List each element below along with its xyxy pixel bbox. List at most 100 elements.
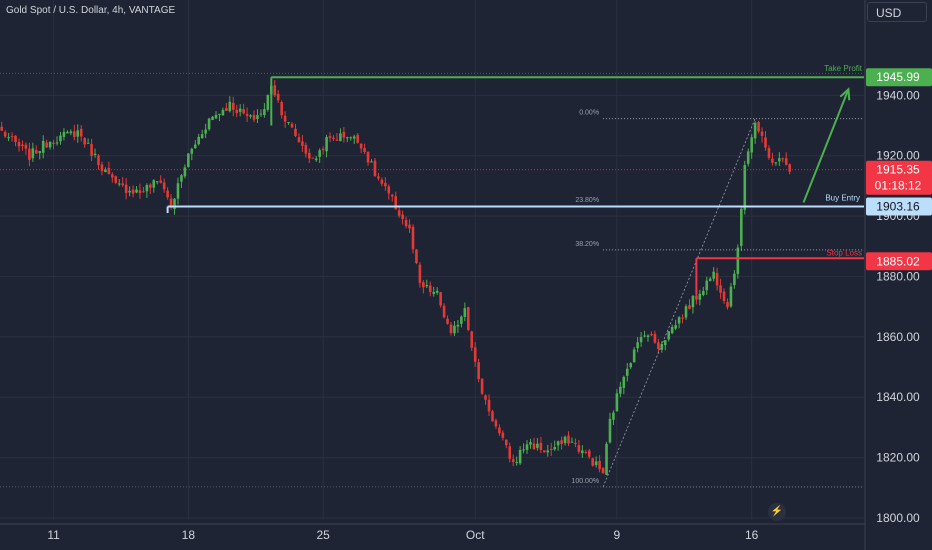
stop-loss-badge-label: 1885.02 [876,254,920,268]
candle-body [83,138,86,145]
candle-body [34,150,38,154]
candle-body [17,141,21,147]
candle-body [670,326,674,334]
candle-body [342,131,346,138]
x-tick-label: Oct [466,528,485,542]
stop-loss-badge [866,252,932,271]
candle-body [760,131,764,136]
candle-body [584,451,588,453]
candle-body [287,122,290,124]
candle-body [252,115,256,120]
target-arrow-shaft [802,88,850,203]
x-tick-label: 9 [614,528,621,542]
candle-body [183,167,187,177]
currency-button[interactable]: USD [867,2,927,22]
y-tick-label: 1860.00 [876,330,920,344]
candle-body [332,137,335,140]
stop-loss-label: Stop Loss [826,248,862,257]
candle-body [515,462,518,464]
candle-body [370,161,373,163]
candle-body [546,450,550,453]
candle-body [622,376,626,388]
candle-body [719,285,722,293]
candle-body [180,175,183,182]
candle-body [428,285,432,293]
candle-body [439,292,442,306]
take-profit-label: Take Profit [824,64,863,73]
candle-body [667,331,671,340]
candle-body [321,148,325,151]
candle-body [743,165,747,210]
y-tick-label: 1880.00 [876,269,920,283]
candle-body [587,450,591,457]
candle-body [104,169,107,173]
candle-body [494,420,498,427]
candle-body [688,305,691,309]
candle-body [570,441,574,443]
candle-body [401,214,404,220]
y-tick-label: 1840.00 [876,390,920,404]
candle-body [774,162,778,164]
x-tick-label: 18 [182,528,196,542]
candle-body [456,324,460,327]
candle-body [764,137,767,148]
candle-body [480,378,484,394]
candle-body [422,282,425,288]
candle-body [477,362,480,380]
candle-body [463,308,467,317]
candle-body [131,189,135,194]
candle-body [52,142,55,145]
y-tick-label: 1820.00 [876,451,920,465]
current-price-badge-label: 1915.35 [876,163,920,177]
candle-body [235,109,239,114]
y-tick-label: 1920.00 [876,149,920,163]
lightning-icon[interactable]: ⚡ [768,503,786,521]
candle-body [750,137,753,153]
candle-body [511,459,515,462]
candle-body [518,449,522,464]
candle-body [563,436,567,444]
candle-body [701,290,705,295]
x-tick-label: 11 [47,528,60,542]
candle-body [736,247,740,274]
candle-body [221,109,225,116]
candle-body [176,183,180,199]
candle-body [778,158,781,162]
candle-body [328,136,332,138]
candle-body [280,102,283,116]
take-profit-badge [866,68,932,87]
candle-body [629,363,633,368]
candle-body [549,449,553,451]
candle-body [380,179,384,184]
candle-body [142,191,145,193]
candle-body [48,141,52,148]
candle-body [397,210,401,216]
candle-body [543,450,546,453]
candle-body [245,113,249,116]
candle-body [249,115,252,117]
candle-body [59,135,62,142]
candle-body [781,158,785,160]
buy-entry-badge-label: 1903.16 [876,200,920,214]
candle-body [442,305,446,318]
price-axis-background [865,0,932,550]
candle-body [695,295,698,300]
candle-body [722,291,726,301]
candle-body [643,335,646,337]
fib-trend-line [602,118,756,488]
target-arrow-head [839,87,851,101]
candle-body [173,198,176,210]
candle-body [90,143,93,156]
candle-body [263,109,266,116]
candle-body [273,85,277,96]
candle-body [187,153,190,168]
candle-body [159,180,163,183]
candle-body [76,130,80,137]
candle-body [55,142,59,144]
candle-body [522,449,525,451]
candle-body [190,148,194,154]
candle-body [708,278,712,282]
current-price-badge [866,160,932,195]
